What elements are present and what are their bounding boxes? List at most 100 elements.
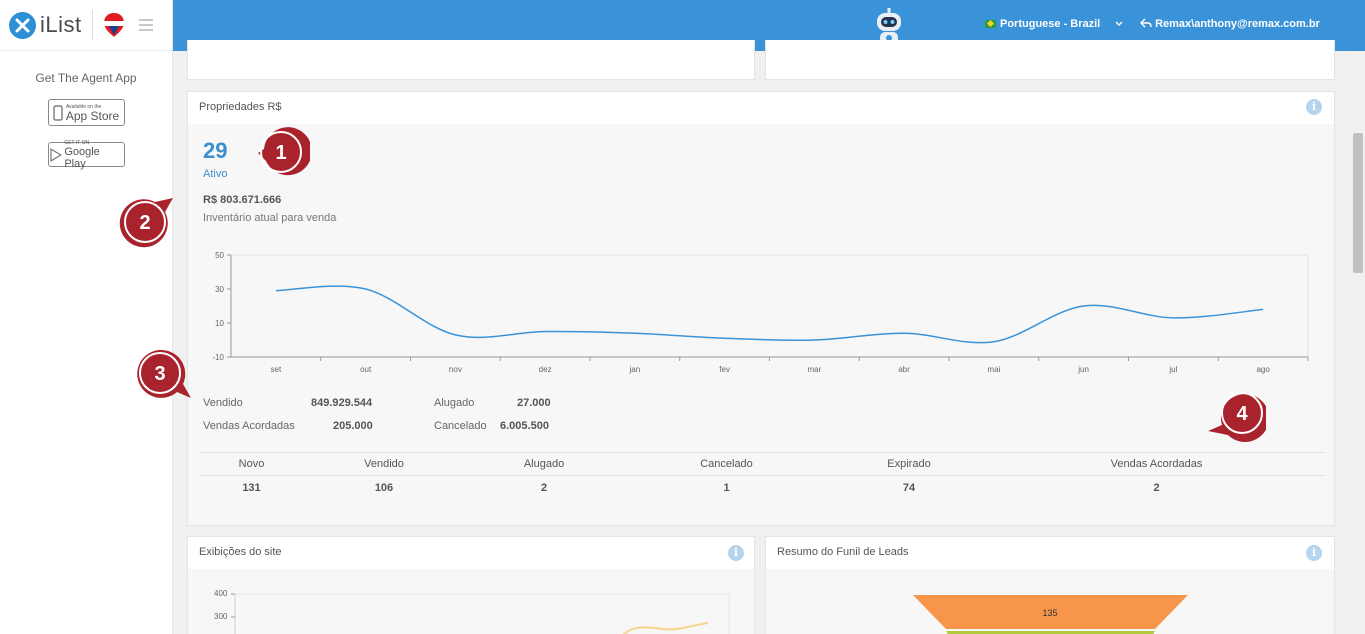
site-views-card: Exibições do site i 400 300 (187, 536, 755, 634)
remax-balloon-icon (103, 13, 124, 37)
chart-xtick-label: out (360, 365, 372, 374)
badge-number: 1 (275, 142, 286, 164)
google-play-button[interactable]: GET IT ON Google Play (47, 139, 125, 170)
previous-card-right (765, 40, 1335, 80)
app-store-small: Available on the (65, 103, 102, 110)
chart-xtick-label: fev (719, 365, 730, 374)
views-ytick: 300 (214, 612, 228, 621)
active-count[interactable]: 29 (203, 138, 228, 163)
play-store-icon (49, 147, 62, 162)
phone-icon (53, 104, 63, 121)
summary-value-row: 131 106 2 1 74 2 (199, 476, 1324, 499)
lead-funnel-body: 135 (766, 569, 1334, 634)
chevron-down-icon (1115, 21, 1123, 26)
chart-xtick-label: jan (629, 365, 641, 374)
agent-app-label: Get The Agent App (35, 71, 137, 85)
brazil-flag-icon (985, 20, 996, 28)
stat-value-agreed: 205.000 (333, 420, 373, 432)
reply-arrow-icon (1140, 18, 1152, 28)
chart-xtick-label: set (271, 365, 282, 374)
callout-badge-1: 1 (258, 127, 310, 176)
chart-xtick-label: dez (539, 365, 552, 374)
summary-header: Vendido (364, 458, 404, 470)
funnel-stage-2[interactable] (946, 631, 1155, 634)
user-email: Remax\anthony@remax.com.br (1155, 18, 1320, 30)
app-store-big: App Store (65, 108, 120, 123)
chart-xtick-label: nov (449, 365, 462, 374)
stat-label-rented: Alugado (434, 397, 475, 409)
previous-card-left (187, 40, 755, 80)
info-icon[interactable]: i (728, 545, 744, 561)
chart-series-line[interactable] (275, 285, 1264, 344)
chart-xtick-label: mar (807, 365, 821, 374)
sidebar: iList Get The Agent App Available on the… (0, 0, 173, 634)
callout-badge-3: 3 (137, 349, 191, 398)
summary-header: Cancelado (700, 458, 753, 470)
chart-ytick-label: -10 (212, 353, 224, 362)
summary-value[interactable]: 2 (1153, 481, 1160, 494)
summary-value[interactable]: 74 (902, 481, 916, 494)
callout-badge-2: 2 (119, 198, 173, 248)
chart-xtick-label: jun (1077, 365, 1089, 374)
brand-name[interactable]: iList (40, 12, 82, 37)
chart-plot-area (230, 254, 1309, 358)
inventory-value: R$ 803.671.666 (203, 194, 282, 206)
google-play-small: GET IT ON (64, 139, 90, 146)
summary-table: Novo Vendido Alugado Cancelado Expirado … (199, 452, 1324, 499)
lead-funnel-header: Resumo do Funil de Leads i (766, 537, 1334, 569)
callout-badge-4: 4 (1208, 392, 1266, 443)
funnel-top-value: 135 (1042, 608, 1057, 618)
stat-label-cancelled: Cancelado (434, 420, 487, 432)
scrollbar-thumb[interactable] (1353, 133, 1363, 273)
chart-xtick-label: ago (1256, 365, 1270, 374)
user-menu[interactable]: Remax\anthony@remax.com.br (1140, 18, 1320, 30)
properties-title: Propriedades R$ i (188, 92, 1334, 124)
lead-funnel-card: Resumo do Funil de Leads i 135 (765, 536, 1335, 634)
properties-title-text: Propriedades R$ (199, 101, 282, 113)
summary-header: Vendas Acordadas (1110, 458, 1203, 470)
views-ytick: 400 (214, 589, 228, 598)
brand-divider (91, 10, 93, 40)
stat-label-sold: Vendido (203, 397, 243, 409)
chart-ytick-label: 10 (215, 319, 224, 328)
chart-ytick-label: 30 (215, 285, 224, 294)
summary-value[interactable]: 131 (242, 481, 261, 494)
google-play-big: Google Play (64, 145, 100, 170)
views-chart (231, 593, 730, 634)
summary-value[interactable]: 106 (374, 481, 394, 494)
chart-xtick-label: jul (1168, 365, 1177, 374)
summary-header-row: Novo Vendido Alugado Cancelado Expirado … (199, 453, 1324, 476)
app-store-button[interactable]: Available on the App Store (47, 99, 125, 126)
brand-bar: iList (0, 0, 172, 51)
summary-header: Novo (238, 458, 265, 470)
info-icon[interactable]: i (1306, 545, 1322, 561)
funnel-stage-1[interactable] (913, 595, 1188, 629)
chart-ytick-label: 50 (215, 251, 224, 260)
summary-header: Expirado (887, 458, 931, 470)
site-views-body: 400 300 (188, 569, 754, 634)
info-icon[interactable]: i (1306, 99, 1322, 115)
stat-value-rented: 27.000 (517, 397, 551, 409)
site-views-title: Exibições do site (199, 546, 282, 558)
active-label: Ativo (203, 168, 228, 180)
stats-block: Vendido 849.929.544 Vendas Acordadas 205… (203, 397, 623, 437)
summary-value[interactable]: 1 (723, 481, 730, 494)
properties-card: Propriedades R$ i 29 Ativo R$ 803.671.66… (187, 91, 1335, 526)
stat-label-agreed: Vendas Acordadas (203, 420, 295, 432)
language-selector[interactable]: Portuguese - Brazil (985, 18, 1124, 30)
page-scrollbar[interactable] (1351, 51, 1365, 634)
summary-header: Alugado (523, 458, 565, 470)
ilist-logo-icon[interactable] (9, 11, 36, 39)
inventory-label: Inventário atual para venda (203, 212, 337, 224)
lead-funnel-title: Resumo do Funil de Leads (777, 546, 909, 558)
robot-assistant-icon[interactable] (873, 7, 905, 45)
badge-number: 3 (154, 363, 165, 385)
properties-line-chart: 50 30 10 -10 set out nov dez jan fev mar abr mai jun j… (212, 251, 1309, 374)
menu-toggle-icon[interactable] (138, 16, 153, 34)
properties-body: 29 Ativo R$ 803.671.666 Inventário atual… (188, 124, 1334, 525)
funnel-chart: 135 (913, 595, 1188, 634)
stat-value-sold: 849.929.544 (311, 397, 373, 409)
stat-value-cancelled: 6.005.500 (500, 420, 549, 432)
summary-value[interactable]: 2 (540, 481, 548, 494)
badge-number: 4 (1236, 403, 1248, 425)
